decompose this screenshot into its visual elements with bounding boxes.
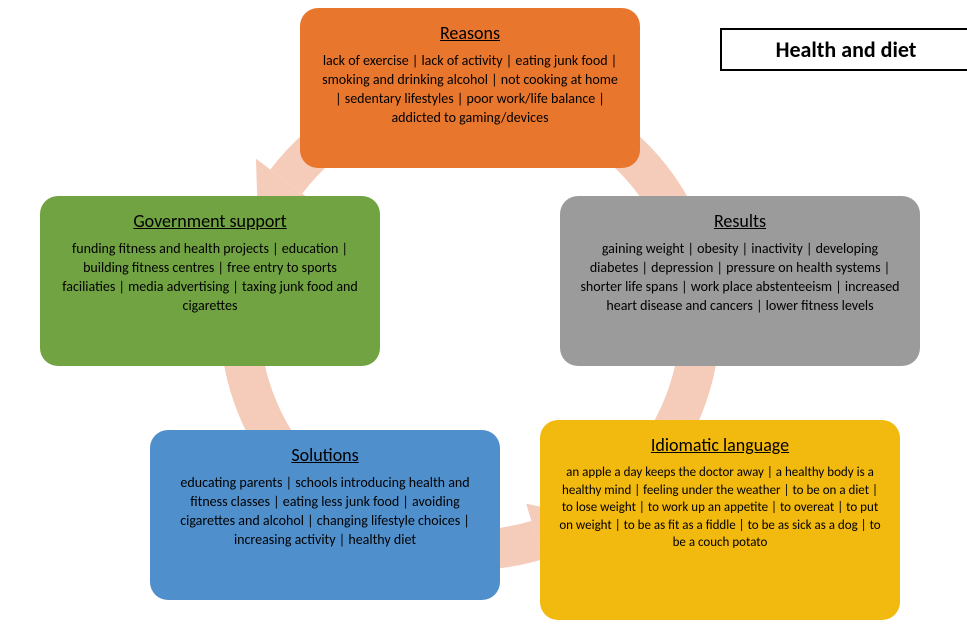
diagram-canvas: { "layout": { "canvas": { "width": 967, … [0,0,967,630]
node-results: Results gaining weight | obesity | inacti… [560,196,920,366]
node-body: an apple a day keeps the doctor away | a… [558,464,882,552]
node-heading: Idiomatic language [558,434,882,456]
node-government: Government support funding fitness and he… [40,196,380,366]
node-body: educating parents | schools introducing … [168,474,482,550]
node-body: lack of exercise | lack of activity | ea… [318,52,622,128]
title-box: Health and diet [720,28,967,71]
node-heading: Results [578,210,902,232]
title-text: Health and diet [776,36,917,63]
node-body: funding fitness and health projects | ed… [58,240,362,316]
node-heading: Solutions [168,444,482,466]
node-solutions: Solutions educating parents | schools int… [150,430,500,600]
node-idiomatic: Idiomatic language an apple a day keeps t… [540,420,900,620]
node-reasons: Reasons lack of exercise | lack of activi… [300,8,640,168]
node-body: gaining weight | obesity | inactivity | … [578,240,902,316]
node-heading: Government support [58,210,362,232]
node-heading: Reasons [318,22,622,44]
